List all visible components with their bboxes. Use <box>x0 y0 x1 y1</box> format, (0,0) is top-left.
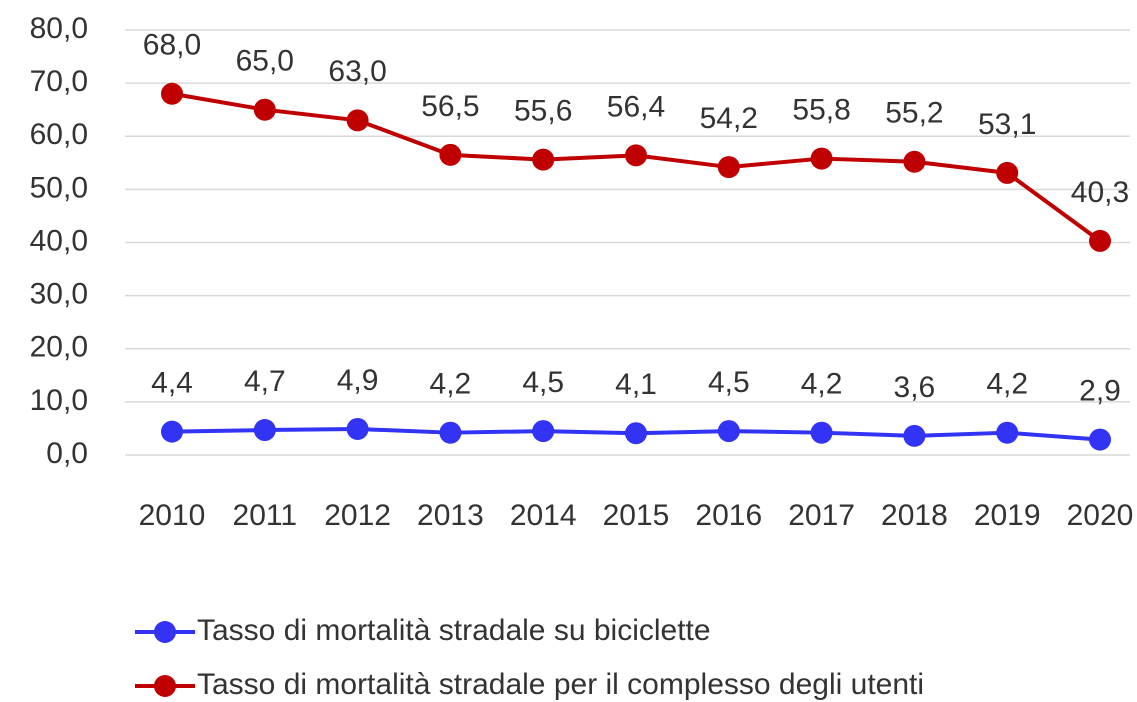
y-tick-label: 20,0 <box>30 331 88 364</box>
data-point <box>625 422 647 445</box>
data-point <box>253 98 276 121</box>
x-tick-label: 2018 <box>881 499 948 532</box>
data-label: 63,0 <box>328 55 386 88</box>
x-tick-label: 2019 <box>974 499 1041 532</box>
data-point <box>717 420 740 443</box>
data-point <box>532 420 555 443</box>
x-tick-label: 2012 <box>324 499 391 532</box>
data-point <box>161 82 183 105</box>
data-point <box>532 148 555 171</box>
data-point <box>346 417 369 440</box>
data-label: 53,1 <box>978 108 1036 141</box>
legend-marker <box>154 675 176 697</box>
legend-label: Tasso di mortalità stradale su biciclett… <box>197 614 711 647</box>
legend-label: Tasso di mortalità stradale per il compl… <box>197 668 924 701</box>
data-label: 4,5 <box>708 366 750 399</box>
data-label: 54,2 <box>700 102 758 135</box>
data-point <box>996 161 1019 184</box>
data-label: 40,3 <box>1071 176 1129 209</box>
y-tick-label: 0,0 <box>46 437 88 470</box>
y-tick-label: 40,0 <box>30 224 88 257</box>
data-point <box>625 144 647 167</box>
data-label: 56,5 <box>421 90 479 123</box>
data-label: 4,7 <box>244 365 286 398</box>
y-tick-label: 70,0 <box>30 65 88 98</box>
x-tick-label: 2011 <box>233 499 298 532</box>
data-label: 4,1 <box>615 368 657 401</box>
legend-marker <box>154 621 176 643</box>
data-point <box>439 143 462 166</box>
data-label: 56,4 <box>607 90 665 123</box>
data-label: 4,2 <box>430 368 472 401</box>
data-point <box>810 147 833 170</box>
data-point <box>439 421 462 444</box>
data-label: 55,8 <box>792 93 850 126</box>
y-tick-label: 10,0 <box>30 384 88 417</box>
x-tick-label: 2015 <box>603 499 670 532</box>
x-tick-label: 2017 <box>788 499 855 532</box>
data-label: 2,9 <box>1079 375 1121 408</box>
x-tick-label: 2010 <box>139 499 206 532</box>
data-label: 4,9 <box>337 364 379 397</box>
y-tick-label: 50,0 <box>30 171 88 204</box>
data-point <box>253 419 276 442</box>
x-tick-label: 2020 <box>1067 499 1134 532</box>
data-label: 4,5 <box>522 366 564 399</box>
data-label: 4,4 <box>151 367 193 400</box>
data-point <box>1089 229 1111 252</box>
data-label: 55,2 <box>885 97 943 130</box>
data-label: 68,0 <box>143 29 201 62</box>
data-label: 3,6 <box>894 371 936 404</box>
data-point <box>996 421 1019 444</box>
data-point <box>903 150 926 173</box>
data-point <box>1089 428 1111 451</box>
x-tick-label: 2013 <box>417 499 484 532</box>
data-label: 4,2 <box>801 368 843 401</box>
data-label: 4,2 <box>986 368 1028 401</box>
data-point <box>903 424 926 447</box>
data-point <box>346 109 369 132</box>
data-point <box>810 421 833 444</box>
x-tick-label: 2016 <box>695 499 762 532</box>
data-label: 55,6 <box>514 95 572 128</box>
x-tick-label: 2014 <box>510 499 577 532</box>
data-point <box>717 156 740 179</box>
data-point <box>161 420 183 443</box>
y-tick-label: 30,0 <box>30 278 88 311</box>
y-tick-label: 60,0 <box>30 118 88 151</box>
y-tick-label: 80,0 <box>30 12 88 45</box>
data-label: 65,0 <box>236 45 294 78</box>
